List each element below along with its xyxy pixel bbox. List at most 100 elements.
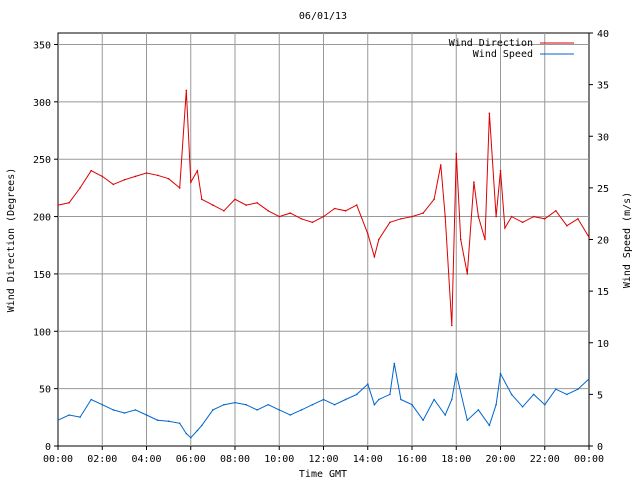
- y-left-tick-label: 0: [45, 442, 51, 453]
- data-point-wind-direction: [79, 187, 81, 189]
- data-point-wind-speed: [256, 409, 258, 411]
- data-point-wind-direction: [444, 215, 447, 218]
- data-point-wind-direction: [201, 198, 203, 201]
- y-right-tick-label: 40: [597, 29, 609, 40]
- data-point-wind-direction: [256, 202, 258, 204]
- legend-label-wind-speed: Wind Speed: [473, 49, 533, 60]
- data-point-wind-speed: [112, 409, 115, 411]
- data-point-wind-speed: [367, 383, 369, 385]
- data-point-wind-speed: [234, 401, 236, 404]
- y-right-tick-label: 20: [597, 236, 609, 247]
- x-tick-label: 06:00: [176, 454, 206, 465]
- x-tick-label: 16:00: [397, 454, 427, 465]
- y-axis-right-label: Wind Speed (m/s): [622, 192, 633, 288]
- x-tick-label: 04:00: [131, 454, 161, 465]
- y-right-tick-label: 30: [597, 132, 609, 143]
- data-point-wind-direction: [57, 204, 59, 206]
- data-point-wind-speed: [245, 403, 247, 406]
- data-point-wind-direction: [185, 89, 188, 92]
- data-point-wind-speed: [90, 398, 92, 401]
- data-point-wind-speed: [588, 378, 590, 380]
- y-axis-left-ticks: 0 50 100 150 200 250 300 350: [33, 40, 58, 453]
- data-point-wind-speed: [477, 409, 480, 411]
- data-point-wind-direction: [544, 218, 546, 220]
- data-point-wind-direction: [101, 175, 104, 178]
- y-left-tick-label: 300: [33, 98, 51, 109]
- x-tick-label: 02:00: [87, 454, 117, 465]
- data-point-wind-speed: [190, 436, 192, 439]
- data-point-wind-direction: [521, 221, 524, 224]
- data-point-wind-direction: [289, 212, 292, 214]
- data-point-wind-direction: [588, 236, 590, 238]
- x-tick-label: 20:00: [485, 454, 515, 465]
- data-point-wind-speed: [311, 403, 314, 406]
- data-point-wind-direction: [333, 207, 336, 210]
- data-point-wind-direction: [322, 215, 325, 218]
- data-point-wind-speed: [466, 419, 469, 422]
- data-point-wind-speed: [451, 398, 453, 401]
- y-axis-left-label: Wind Direction (Degrees): [6, 168, 17, 313]
- data-point-wind-speed: [156, 419, 159, 422]
- data-point-wind-speed: [544, 403, 546, 406]
- series-lines: [57, 89, 590, 439]
- data-point-wind-speed: [278, 409, 281, 411]
- data-point-wind-direction: [196, 169, 199, 172]
- x-tick-label: 18:00: [441, 454, 471, 465]
- data-point-wind-speed: [178, 422, 181, 425]
- data-point-wind-direction: [440, 164, 442, 166]
- x-axis-ticks: 00:00 02:00 04:00 06:00 08:00 10:00 12:00 14:00…: [43, 446, 604, 465]
- y-left-tick-label: 150: [33, 270, 51, 281]
- data-point-wind-direction: [278, 215, 281, 218]
- x-tick-label: 22:00: [530, 454, 560, 465]
- data-point-wind-direction: [555, 210, 557, 212]
- data-point-wind-direction: [466, 273, 469, 275]
- data-point-wind-direction: [495, 215, 497, 218]
- legend-label-wind-direction: Wind Direction: [449, 38, 533, 49]
- x-tick-label: 08:00: [220, 454, 250, 465]
- data-point-wind-speed: [185, 432, 188, 435]
- data-point-wind-speed: [532, 393, 535, 396]
- data-point-wind-speed: [101, 403, 104, 406]
- data-point-wind-speed: [333, 403, 336, 406]
- data-point-wind-speed: [212, 409, 214, 411]
- data-point-wind-direction: [123, 179, 126, 181]
- x-tick-label: 12:00: [308, 454, 338, 465]
- x-tick-label: 10:00: [264, 454, 294, 465]
- data-point-wind-direction: [134, 175, 137, 178]
- data-point-wind-direction: [167, 177, 170, 180]
- data-point-wind-direction: [344, 210, 347, 212]
- data-point-wind-speed: [422, 419, 424, 422]
- data-point-wind-speed: [389, 393, 391, 396]
- data-point-wind-speed: [566, 393, 568, 396]
- data-point-wind-speed: [499, 372, 502, 375]
- data-point-wind-speed: [555, 388, 557, 391]
- y-right-tick-label: 15: [597, 287, 609, 298]
- data-point-wind-direction: [566, 224, 568, 227]
- data-point-wind-direction: [488, 112, 491, 115]
- y-axis-right-ticks: 0 5 10 15 20 25 30 35 40: [589, 29, 609, 453]
- data-point-wind-direction: [433, 198, 435, 201]
- data-point-wind-direction: [378, 238, 380, 241]
- data-point-wind-speed: [455, 372, 458, 375]
- data-point-wind-direction: [484, 238, 486, 241]
- data-point-wind-speed: [495, 403, 497, 406]
- data-point-wind-speed: [134, 409, 137, 411]
- data-point-wind-speed: [267, 403, 270, 406]
- data-point-wind-direction: [367, 233, 369, 235]
- data-point-wind-direction: [411, 215, 413, 218]
- data-point-wind-direction: [245, 204, 247, 206]
- data-point-wind-direction: [90, 169, 92, 172]
- data-point-wind-speed: [433, 398, 435, 401]
- data-point-wind-speed: [201, 424, 203, 427]
- data-point-wind-direction: [422, 212, 424, 214]
- data-point-wind-direction: [300, 218, 303, 220]
- data-point-wind-speed: [344, 398, 347, 401]
- data-point-wind-speed: [300, 409, 303, 411]
- data-point-wind-speed: [393, 362, 396, 365]
- data-point-wind-speed: [355, 393, 358, 396]
- data-point-wind-direction: [68, 202, 70, 204]
- data-point-wind-speed: [510, 393, 513, 396]
- y-right-tick-label: 10: [597, 339, 609, 350]
- data-point-wind-speed: [322, 398, 325, 401]
